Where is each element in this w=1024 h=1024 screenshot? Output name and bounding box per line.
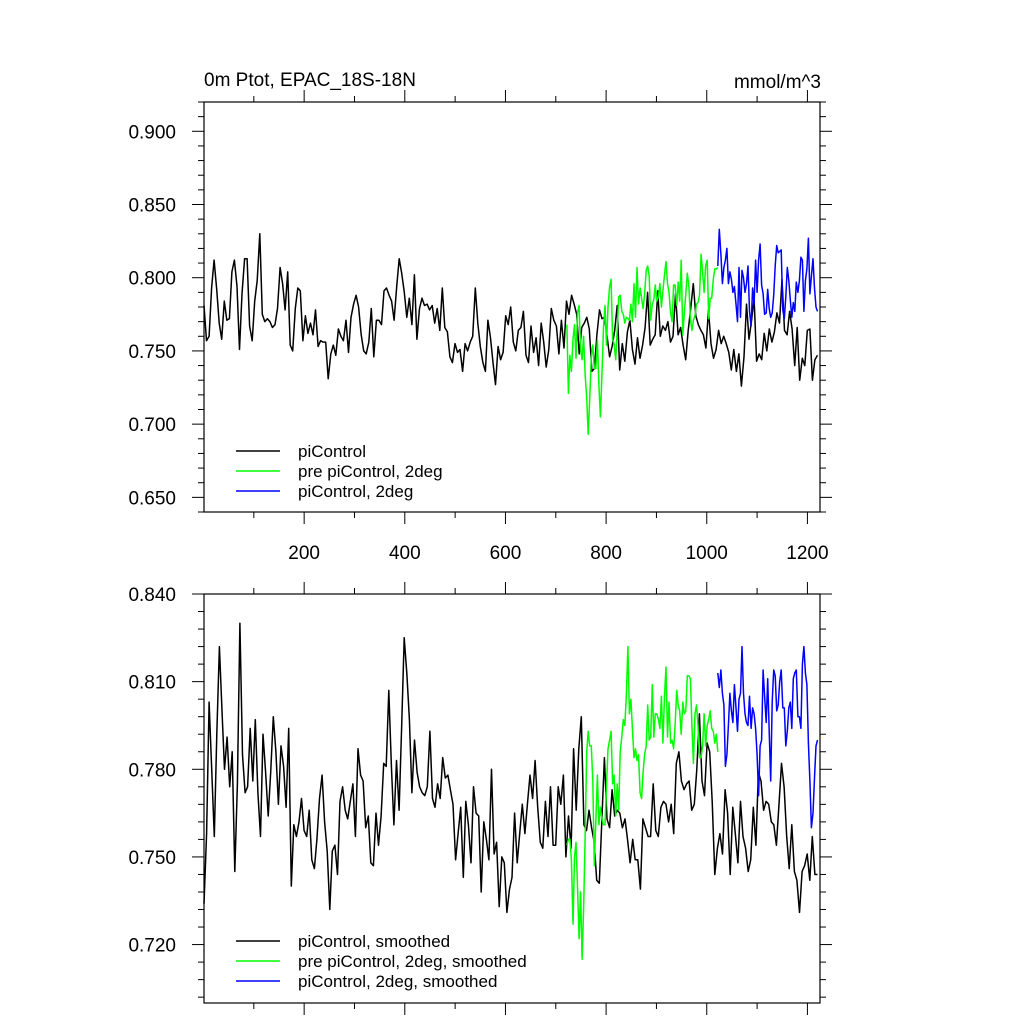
bottom-ytick-label: 0.780 xyxy=(128,760,176,781)
top-xtick-label: 800 xyxy=(590,543,622,564)
bottom-legend: piControl, smoothed pre piControl, 2deg,… xyxy=(236,932,527,991)
top-xtick-label: 400 xyxy=(389,543,421,564)
bottom-ytick-label: 0.840 xyxy=(128,585,176,606)
top-legend-label-picontrol-2deg: piControl, 2deg xyxy=(298,482,413,501)
bottom-series-group xyxy=(203,622,819,960)
top-title-right: mmol/m^3 xyxy=(734,72,821,93)
top-xtick-label: 600 xyxy=(490,543,522,564)
top-ytick-label: 0.650 xyxy=(128,488,176,509)
bottom-legend-label-picontrol: piControl, smoothed xyxy=(298,932,450,951)
bottom-plot-frame xyxy=(203,593,821,1004)
top-xtick-label: 1000 xyxy=(686,543,728,564)
top-title-left: 0m Ptot, EPAC_18S-18N xyxy=(204,70,416,91)
top-legend-label-picontrol: piControl xyxy=(298,442,366,461)
bottom-ytick-label: 0.750 xyxy=(128,848,176,869)
bottom-legend-label-pre-picontrol: pre piControl, 2deg, smoothed xyxy=(298,952,527,971)
top-xtick-labels: 200 400 600 800 1000 1200 xyxy=(288,543,828,564)
top-legend: piControl pre piControl, 2deg piControl,… xyxy=(236,442,443,501)
top-xtick-label: 1200 xyxy=(786,543,828,564)
top-ytick-label: 0.850 xyxy=(128,196,176,217)
top-ytick-label: 0.700 xyxy=(128,415,176,436)
bottom-legend-label-picontrol-2deg: piControl, 2deg, smoothed xyxy=(298,972,497,991)
top-xtick-label: 200 xyxy=(288,543,320,564)
bottom-ticks xyxy=(192,582,832,1015)
top-ytick-labels: 0.650 0.700 0.750 0.800 0.850 0.900 xyxy=(128,122,176,509)
bottom-ytick-label: 0.810 xyxy=(128,673,176,694)
top-ytick-label: 0.750 xyxy=(128,342,176,363)
top-series-line-pre-picontrol-2deg xyxy=(566,253,719,436)
bottom-series-line-picontrol-2deg-smoothed xyxy=(717,645,819,829)
top-series-group xyxy=(203,228,819,436)
top-plot-frame xyxy=(203,101,821,513)
top-legend-label-pre-picontrol: pre piControl, 2deg xyxy=(298,462,443,481)
bottom-series-line-pre-picontrol-2deg-smoothed xyxy=(566,645,719,960)
bottom-panel: 0.720 0.750 0.780 0.810 0.840 piControl, smo… xyxy=(128,582,832,1015)
bottom-series-line-picontrol-smoothed xyxy=(203,622,818,914)
top-series-line-picontrol xyxy=(203,233,819,387)
top-series-line-picontrol-2deg xyxy=(717,228,819,327)
top-ytick-label: 0.800 xyxy=(128,269,176,290)
bottom-ytick-label: 0.720 xyxy=(128,936,176,957)
bottom-ytick-labels: 0.720 0.750 0.780 0.810 0.840 xyxy=(128,585,176,957)
top-ytick-label: 0.900 xyxy=(128,122,176,143)
top-ticks xyxy=(192,90,832,524)
top-panel: 0m Ptot, EPAC_18S-18N mmol/m^3 0.650 0.70… xyxy=(128,70,832,564)
